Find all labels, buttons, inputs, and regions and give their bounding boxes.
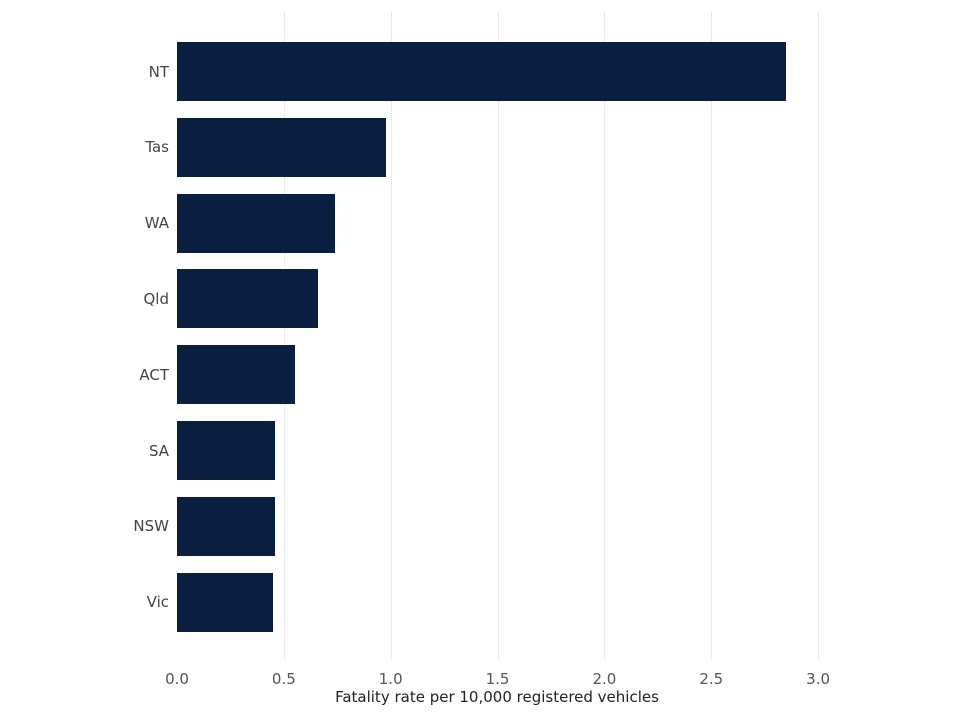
x-tick-label: 0.5 bbox=[271, 670, 296, 688]
x-tick-label: 2.5 bbox=[699, 670, 724, 688]
gridline bbox=[604, 12, 606, 660]
gridline bbox=[497, 12, 499, 660]
gridline bbox=[283, 12, 285, 660]
bar-nt bbox=[177, 42, 787, 101]
gridline bbox=[711, 12, 713, 660]
x-tick-label: 1.0 bbox=[378, 670, 403, 688]
gridline bbox=[390, 12, 392, 660]
bar-wa bbox=[177, 193, 336, 253]
category-label: ACT bbox=[139, 365, 169, 384]
category-label: NSW bbox=[133, 517, 169, 536]
bar-tas bbox=[177, 117, 387, 177]
x-tick-label: 1.5 bbox=[485, 670, 510, 688]
x-tick-label: 3.0 bbox=[806, 670, 831, 688]
x-axis-title: Fatality rate per 10,000 registered vehi… bbox=[335, 688, 659, 706]
gridline bbox=[818, 12, 820, 660]
category-label: Tas bbox=[145, 138, 169, 157]
category-label: Vic bbox=[146, 593, 169, 612]
bar-vic bbox=[177, 572, 274, 632]
category-label: Qld bbox=[143, 289, 170, 308]
bar-nsw bbox=[177, 496, 276, 556]
bar-qld bbox=[177, 269, 319, 329]
bar-sa bbox=[177, 421, 276, 480]
category-label: NT bbox=[148, 62, 169, 81]
category-label: SA bbox=[148, 441, 169, 460]
x-tick-label: 0.0 bbox=[165, 670, 189, 688]
category-label: WA bbox=[144, 214, 169, 233]
bar-act bbox=[177, 345, 295, 405]
x-tick-label: 2.0 bbox=[592, 670, 617, 688]
